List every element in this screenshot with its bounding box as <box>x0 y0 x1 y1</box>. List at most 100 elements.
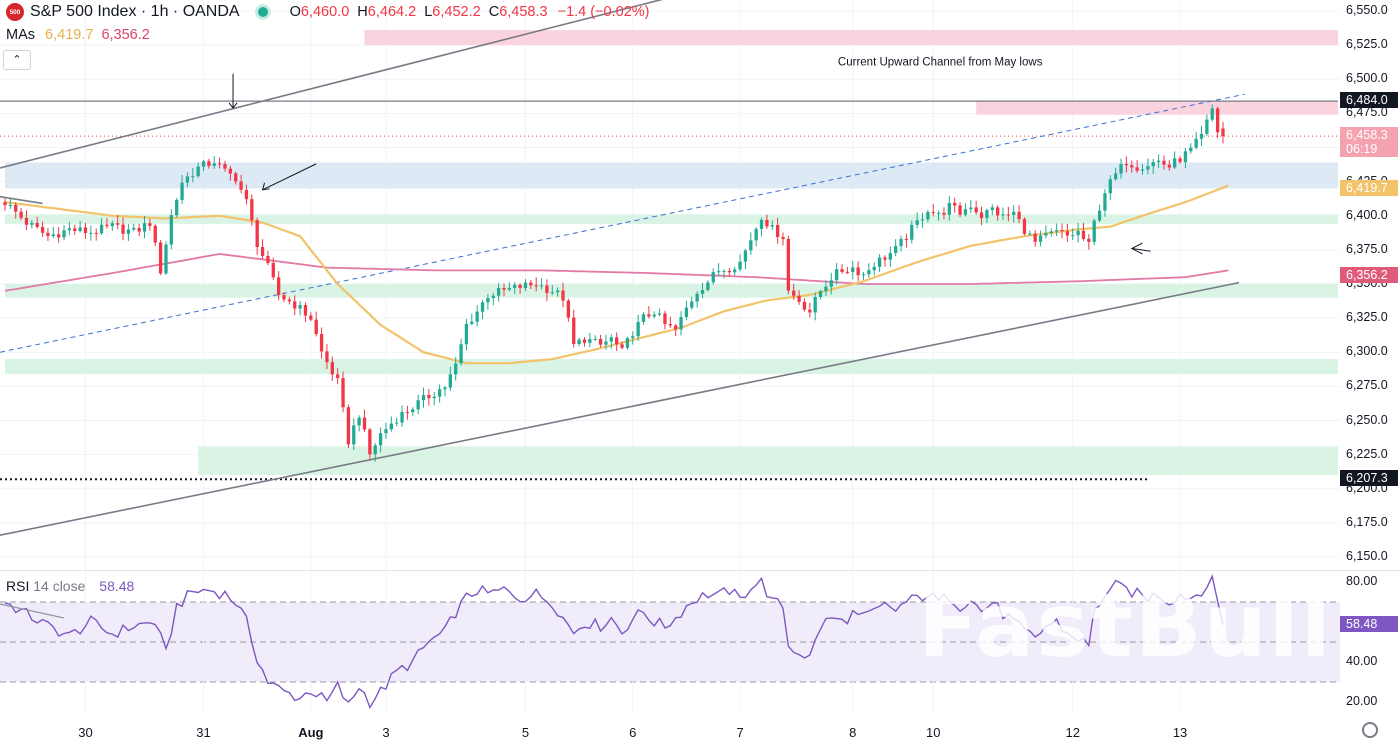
candle[interactable] <box>1167 160 1171 171</box>
candle[interactable] <box>486 294 490 310</box>
candle[interactable] <box>78 220 82 233</box>
candle[interactable] <box>287 296 292 305</box>
candle[interactable] <box>421 387 426 408</box>
candle[interactable] <box>539 278 544 290</box>
candle[interactable] <box>35 216 39 229</box>
candle[interactable] <box>164 241 168 275</box>
candle[interactable] <box>73 224 77 235</box>
candle[interactable] <box>30 220 34 229</box>
rsi-legend[interactable]: RSI 14 close 58.48 <box>6 578 134 594</box>
candle[interactable] <box>899 235 903 252</box>
candle[interactable] <box>1210 104 1214 122</box>
candle[interactable] <box>926 209 930 223</box>
candle[interactable] <box>969 199 973 214</box>
candle[interactable] <box>872 262 876 276</box>
candle[interactable] <box>775 217 780 244</box>
zone-4[interactable] <box>5 284 1338 298</box>
candle[interactable] <box>947 196 951 221</box>
candle[interactable] <box>1119 158 1123 179</box>
candle[interactable] <box>813 292 817 321</box>
time-axis[interactable]: 30 31 Aug 3 5 6 7 8 10 12 13 <box>0 712 1340 740</box>
candle[interactable] <box>572 309 576 348</box>
candle[interactable] <box>657 308 662 317</box>
candle[interactable] <box>400 405 404 427</box>
candle[interactable] <box>1049 228 1053 237</box>
candle[interactable] <box>829 272 833 295</box>
candle[interactable] <box>1108 175 1112 201</box>
candle[interactable] <box>357 415 361 432</box>
candle[interactable] <box>325 344 329 370</box>
candle[interactable] <box>1071 228 1075 241</box>
candle[interactable] <box>663 310 667 330</box>
candle[interactable] <box>1054 223 1059 237</box>
candle[interactable] <box>1081 222 1086 241</box>
candle[interactable] <box>625 336 630 350</box>
candle[interactable] <box>995 205 1000 221</box>
candle[interactable] <box>743 248 748 270</box>
candle[interactable] <box>904 233 909 248</box>
candle[interactable] <box>502 283 506 297</box>
candle[interactable] <box>223 160 227 172</box>
candle[interactable] <box>201 159 206 172</box>
candle[interactable] <box>529 280 533 290</box>
candle[interactable] <box>1044 225 1048 239</box>
candle[interactable] <box>148 218 152 231</box>
candle[interactable] <box>411 407 415 417</box>
candle[interactable] <box>1183 147 1188 169</box>
rsi-chart-svg[interactable] <box>0 572 1340 712</box>
candle[interactable] <box>818 289 823 300</box>
candle[interactable] <box>389 416 393 432</box>
candle[interactable] <box>491 292 495 306</box>
rsi-axis[interactable]: 80.00 40.00 20.00 58.48 <box>1340 572 1400 712</box>
candle[interactable] <box>802 298 807 312</box>
candle[interactable] <box>518 283 522 294</box>
candle[interactable] <box>706 280 710 292</box>
candle[interactable] <box>990 204 994 216</box>
ma200-line[interactable] <box>4 253 1229 292</box>
candle[interactable] <box>239 174 243 194</box>
candle[interactable] <box>94 228 98 241</box>
candle[interactable] <box>3 198 7 211</box>
candle[interactable] <box>711 268 715 285</box>
candle[interactable] <box>1135 160 1139 173</box>
candle[interactable] <box>647 306 651 319</box>
candle[interactable] <box>40 221 45 237</box>
candle[interactable] <box>759 217 764 237</box>
candle[interactable] <box>598 334 603 348</box>
candle[interactable] <box>1178 156 1182 164</box>
candle[interactable] <box>1065 223 1070 242</box>
candle[interactable] <box>1130 160 1134 173</box>
candle[interactable] <box>1103 189 1107 217</box>
price-axis[interactable]: 6,550.06,525.06,500.06,475.06,450.06,425… <box>1340 0 1400 570</box>
candle[interactable] <box>877 253 882 272</box>
candle[interactable] <box>330 356 334 381</box>
candle[interactable] <box>1140 164 1145 175</box>
candle[interactable] <box>953 197 957 213</box>
candle[interactable] <box>24 210 29 231</box>
candle[interactable] <box>1194 132 1198 150</box>
candle[interactable] <box>679 311 683 336</box>
rsi-pane[interactable] <box>0 572 1340 712</box>
candle[interactable] <box>1092 218 1096 246</box>
candle[interactable] <box>566 298 571 322</box>
candle[interactable] <box>496 283 501 302</box>
candle[interactable] <box>861 271 866 280</box>
candle[interactable] <box>121 217 125 241</box>
candle[interactable] <box>604 334 608 350</box>
candle[interactable] <box>733 266 737 276</box>
zone-5[interactable] <box>5 359 1338 375</box>
candle[interactable] <box>1146 158 1150 175</box>
candle[interactable] <box>196 162 200 178</box>
candle[interactable] <box>851 260 855 280</box>
candle[interactable] <box>1017 205 1021 224</box>
candle[interactable] <box>276 271 281 301</box>
candle[interactable] <box>1215 106 1220 139</box>
candle[interactable] <box>303 302 308 322</box>
candle[interactable] <box>475 304 479 327</box>
candle[interactable] <box>67 221 72 236</box>
candle[interactable] <box>175 198 179 218</box>
candle[interactable] <box>797 290 801 305</box>
candle[interactable] <box>695 291 699 308</box>
candle[interactable] <box>867 263 871 278</box>
candle[interactable] <box>684 300 689 321</box>
